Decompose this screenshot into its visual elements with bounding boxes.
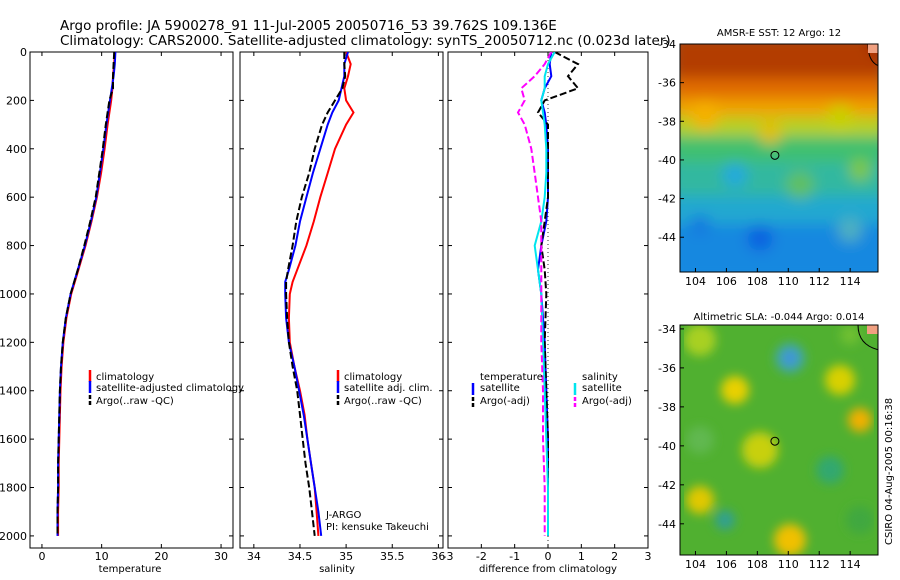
legend-label-argo: Argo(..raw -QC) — [344, 396, 422, 407]
annotation-pi: PI: kensuke Takeuchi — [326, 522, 429, 533]
series-line-argo-raw-qc- — [56, 52, 116, 536]
x-tick-label: 34 — [247, 550, 261, 563]
difference-legend: temperature satellite Argo(-adj) salinit… — [471, 372, 632, 409]
y-tick-label: 0 — [20, 46, 27, 59]
legend-label-argo: Argo(..raw -QC) — [96, 396, 174, 407]
y-tick-label: 1800 — [0, 482, 27, 495]
salinity-panel — [239, 51, 444, 549]
sst-map-field — [680, 44, 878, 272]
series-line-climatology — [287, 52, 355, 536]
temperature-axis-label: temperature — [99, 564, 162, 575]
salinity-axis-label: salinity — [319, 564, 355, 575]
temperature-panel — [29, 51, 234, 549]
map-y-tick-label: -44 — [658, 518, 676, 531]
map-x-tick-label: 114 — [840, 275, 861, 288]
map-x-tick-label: 108 — [747, 558, 768, 571]
x-tick-label: 30 — [214, 550, 228, 563]
legend-label-climatology: climatology — [344, 372, 402, 383]
y-tick-label: 1000 — [0, 288, 27, 301]
sla-map-frame — [679, 324, 879, 556]
salinity-legend: climatology satellite adj. clim. Argo(..… — [336, 370, 433, 407]
salinity-plot: 34 34.5 35 35.5 36 — [240, 51, 445, 563]
y-tick-label: 1200 — [0, 336, 27, 349]
series-line-satellite-adj-clim- — [284, 52, 349, 537]
y-tick-label: 400 — [6, 143, 27, 156]
map-x-tick-label: 112 — [809, 275, 830, 288]
sla-map-field — [680, 325, 878, 555]
map-x-tick-label: 106 — [716, 275, 737, 288]
map-y-tick-label: -34 — [658, 323, 676, 336]
argo-location-marker — [770, 150, 780, 160]
annotation-jargo: J-ARGO — [325, 510, 362, 521]
legend-label-temp-satellite: satellite — [480, 383, 520, 394]
legend-label-temp-argo: Argo(-adj) — [480, 396, 530, 407]
y-tick-label: 2000 — [0, 530, 27, 543]
x-tick-label: 0 — [545, 550, 552, 563]
map-x-tick-label: 110 — [778, 558, 799, 571]
legend-group-salinity: salinity — [582, 372, 618, 383]
map-x-tick-label: 106 — [716, 558, 737, 571]
x-tick-label: 20 — [154, 550, 168, 563]
temperature-plot: 0 10 20 30 0 200 400 600 800 1000 1200 1400 1600 1800… — [0, 46, 233, 563]
map-y-tick-label: -38 — [658, 115, 676, 128]
x-tick-label: -1 — [509, 550, 520, 563]
legend-label-satellite: satellite-adjusted climatology — [96, 383, 244, 394]
temperature-legend: climatology satellite-adjusted climatolo… — [88, 370, 244, 407]
map-x-tick-label: 104 — [685, 558, 706, 571]
series-line-satellite — [533, 52, 556, 536]
x-tick-label: 0 — [38, 550, 45, 563]
map-y-tick-label: -38 — [658, 401, 676, 414]
x-tick-label: 2 — [611, 550, 618, 563]
legend-label-satellite: satellite adj. clim. — [344, 383, 433, 394]
sla-map-axes: 104 106 108 110 112 114 -34 -36 -38 -40 -42 -44 — [658, 323, 861, 571]
figure-title-line2: Climatology: CARS2000. Satellite-adjuste… — [60, 33, 671, 49]
map-y-tick-label: -42 — [658, 479, 676, 492]
y-tick-label: 1600 — [0, 433, 27, 446]
x-tick-label: 36 — [431, 550, 445, 563]
sst-map-title: AMSR-E SST: 12 Argo: 12 — [717, 28, 841, 39]
map-y-tick-label: -36 — [658, 362, 676, 375]
map-x-tick-label: 114 — [840, 558, 861, 571]
x-tick-label: -2 — [476, 550, 487, 563]
map-x-tick-label: 108 — [747, 275, 768, 288]
map-x-tick-label: 110 — [778, 275, 799, 288]
sst-map-frame — [679, 43, 879, 273]
series-line-argo-raw-qc- — [285, 52, 347, 537]
legend-label-sal-satellite: satellite — [582, 383, 622, 394]
y-tick-label: 1400 — [0, 385, 27, 398]
difference-axis-label: difference from climatology — [479, 564, 617, 575]
series-line-argo-adj- — [516, 52, 553, 536]
map-y-tick-label: -36 — [658, 77, 676, 90]
x-tick-label: 10 — [95, 550, 109, 563]
legend-group-temperature: temperature — [480, 372, 543, 383]
x-tick-label: -3 — [443, 550, 454, 563]
x-tick-label: 1 — [578, 550, 585, 563]
sst-map-axes: 104 106 108 110 112 114 -34 -36 -38 -40 -42 -44 — [658, 38, 861, 288]
sla-map-title: Altimetric SLA: -0.044 Argo: 0.014 — [694, 312, 865, 323]
y-tick-label: 200 — [6, 94, 27, 107]
y-tick-label: 600 — [6, 191, 27, 204]
x-tick-label: 3 — [645, 550, 652, 563]
x-tick-label: 34.5 — [288, 550, 313, 563]
map-x-tick-label: 112 — [809, 558, 830, 571]
series-line-argo-adj- — [536, 52, 580, 536]
map-y-tick-label: -42 — [658, 193, 676, 206]
map-y-tick-label: -40 — [658, 154, 676, 167]
map-y-tick-label: -34 — [658, 38, 676, 51]
x-tick-label: 35.5 — [380, 550, 405, 563]
map-y-tick-label: -40 — [658, 440, 676, 453]
figure-title-line1: Argo profile: JA 5900278_91 11-Jul-2005 … — [60, 18, 557, 34]
x-tick-label: 35 — [339, 550, 353, 563]
argo-location-marker — [770, 436, 780, 446]
y-tick-label: 800 — [6, 240, 27, 253]
map-y-tick-label: -44 — [658, 231, 676, 244]
legend-label-sal-argo: Argo(-adj) — [582, 396, 632, 407]
difference-plot: -3 -2 -1 0 1 2 3 — [443, 51, 652, 563]
map-x-tick-label: 104 — [685, 275, 706, 288]
side-timestamp: CSIRO 04-Aug-2005 00:16:38 — [884, 398, 895, 545]
legend-label-climatology: climatology — [96, 372, 154, 383]
